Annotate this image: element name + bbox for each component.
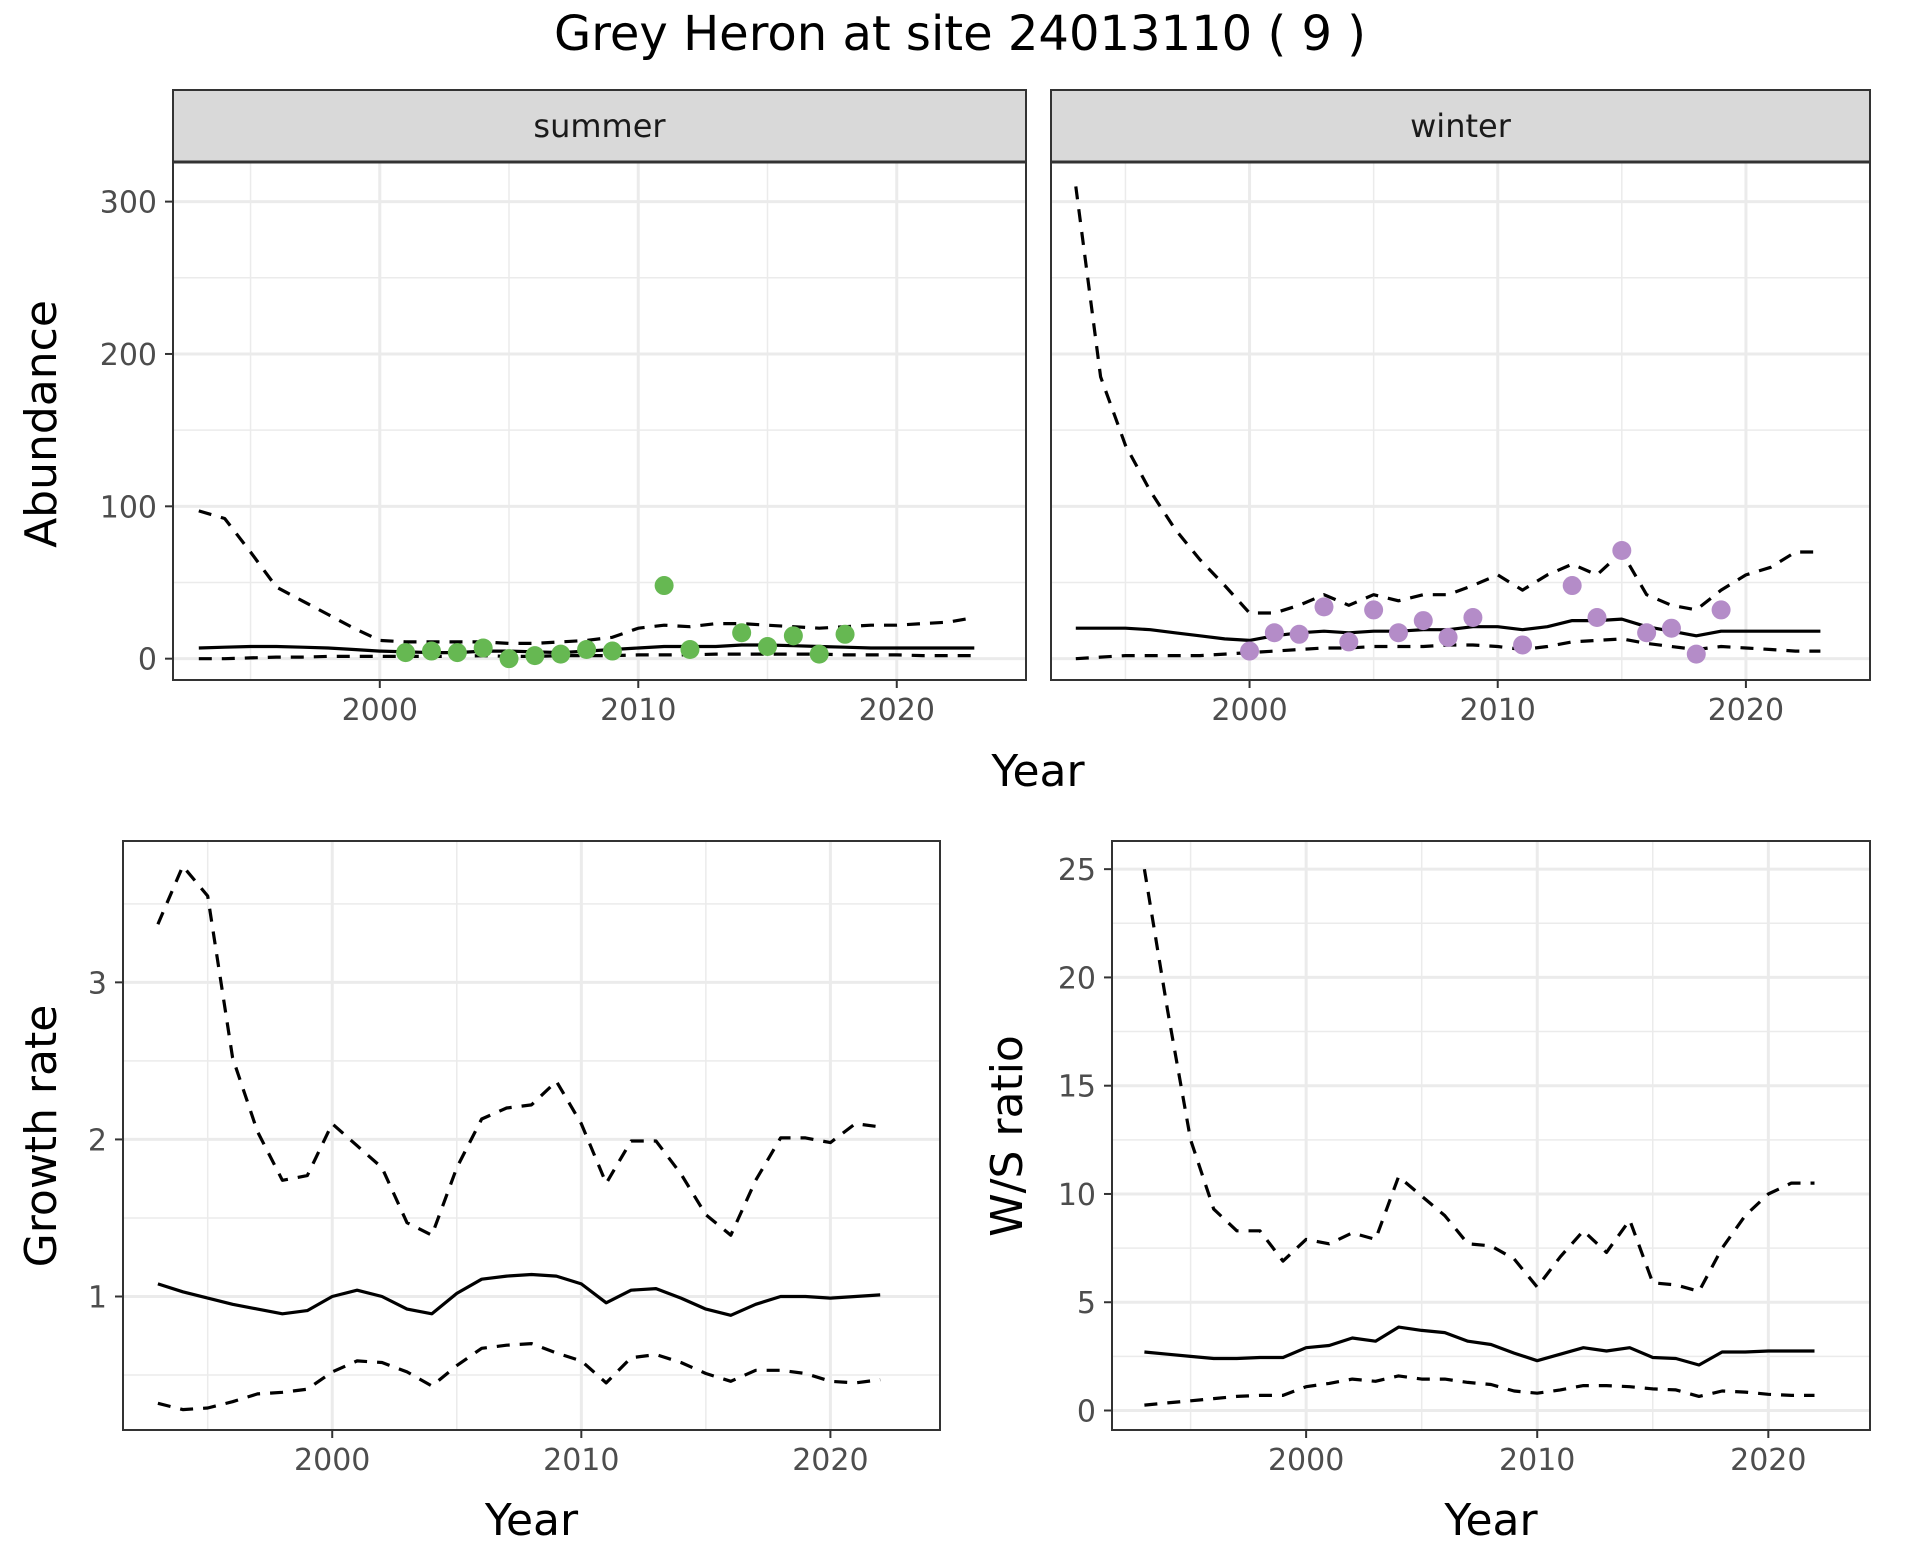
y-tick-label: 15 [1058, 1070, 1096, 1105]
data-point [1612, 541, 1632, 560]
series-line-upper [1074, 186, 1821, 615]
x-axis: 2000 2010 2020 [342, 680, 935, 728]
x-tick-label: 2000 [1211, 693, 1287, 728]
data-point [525, 646, 545, 666]
facet-strip [172, 89, 1027, 163]
observed-points [396, 576, 855, 669]
x-tick-label: 2000 [1268, 1443, 1344, 1478]
data-point [1661, 618, 1681, 638]
observed-points [1240, 541, 1731, 664]
y-tick-label: 20 [1058, 961, 1096, 996]
data-point [1240, 641, 1260, 661]
data-point [396, 643, 416, 663]
y-axis: 1 2 3 [88, 966, 123, 1315]
x-tick-label: 2020 [1730, 1443, 1806, 1478]
y-tick-label: 2 [88, 1123, 107, 1158]
panel-winter: winter 2000 2010 2020 [1050, 89, 1871, 728]
series-line-upper [1142, 868, 1815, 1293]
series-line-estimate [157, 1272, 881, 1317]
x-tick-label: 2020 [1708, 693, 1784, 728]
panel-border [1111, 840, 1871, 1431]
series-line-lower [198, 652, 975, 661]
x-axis-title: Year [1443, 1495, 1538, 1546]
panel-background [123, 841, 940, 1430]
data-point [1264, 623, 1284, 643]
data-point [758, 636, 778, 656]
data-point [577, 640, 597, 660]
data-point [1637, 623, 1657, 643]
gridlines [1112, 841, 1870, 1430]
data-point [499, 649, 519, 669]
data-point [1413, 611, 1433, 631]
y-axis: 0 100 200 300 [100, 186, 173, 678]
x-tick-label: 2010 [543, 1443, 619, 1478]
data-point [783, 626, 803, 646]
x-axis-title: Year [484, 1495, 579, 1546]
data-point [1339, 632, 1359, 652]
data-point [654, 576, 674, 596]
x-tick-label: 2020 [859, 693, 935, 728]
facet-strip-label: summer [533, 107, 666, 145]
data-point [421, 641, 441, 661]
x-axis: 2000 2010 2020 [1268, 1430, 1806, 1478]
data-point [732, 623, 752, 643]
y-axis-title: W/S ratio [982, 1035, 1033, 1237]
y-axis-title: Growth rate [16, 1005, 67, 1268]
y-axis: 0 5 10 15 20 25 [1058, 853, 1112, 1430]
panel-background [1112, 841, 1870, 1430]
x-tick-label: 2000 [294, 1443, 370, 1478]
data-point [551, 644, 571, 664]
data-point [1314, 597, 1334, 617]
y-tick-label: 5 [1077, 1286, 1096, 1321]
series-line-upper [156, 864, 881, 1237]
data-point [1711, 600, 1731, 620]
panel-border [122, 840, 941, 1431]
y-tick-label: 0 [138, 643, 157, 678]
x-tick-label: 2020 [792, 1443, 868, 1478]
panel-wsratio: 2000 2010 2020 0 5 10 15 20 25 Year W/S ratio [982, 840, 1871, 1546]
y-tick-label: 200 [100, 338, 157, 373]
y-tick-label: 0 [1077, 1395, 1096, 1430]
data-point [1513, 635, 1533, 655]
series-line-lower [157, 1342, 881, 1412]
data-point [1289, 624, 1309, 644]
y-tick-label: 3 [88, 966, 107, 1001]
y-tick-label: 100 [100, 490, 157, 525]
panel-summer: summer 2000 2010 2020 0 100 200 300 Year Abundanc… [16, 89, 1085, 797]
data-point [809, 644, 829, 664]
data-point [835, 624, 855, 644]
series-line-estimate [1144, 1325, 1815, 1367]
data-point [1562, 576, 1582, 596]
data-point [1587, 608, 1607, 628]
x-tick-label: 2010 [600, 693, 676, 728]
y-tick-label: 1 [88, 1280, 107, 1315]
x-axis: 2000 2010 2020 [294, 1430, 869, 1478]
data-point [1686, 644, 1706, 664]
panel-background [1051, 162, 1870, 680]
y-axis-title: Abundance [16, 300, 67, 548]
y-tick-label: 300 [100, 186, 157, 221]
x-axis: 2000 2010 2020 [1211, 680, 1784, 728]
x-tick-label: 2010 [1499, 1443, 1575, 1478]
figure-title: Grey Heron at site 24013110 ( 9 ) [554, 6, 1366, 62]
x-tick-label: 2000 [342, 693, 418, 728]
data-point [1388, 623, 1408, 643]
panel-background [173, 162, 1026, 680]
data-point [473, 638, 493, 658]
y-tick-label: 25 [1058, 853, 1096, 888]
y-tick-label: 10 [1058, 1178, 1096, 1213]
data-point [447, 643, 467, 663]
data-point [602, 641, 622, 661]
data-point [1364, 600, 1384, 620]
x-tick-label: 2010 [1460, 693, 1536, 728]
x-axis-title: Year [990, 746, 1085, 797]
data-point [1463, 608, 1483, 628]
facet-strip-label: winter [1410, 107, 1512, 145]
panel-growth: 2000 2010 2020 1 2 3 Year Growth rate [16, 840, 941, 1546]
data-point [1438, 627, 1458, 647]
data-point [680, 640, 700, 660]
